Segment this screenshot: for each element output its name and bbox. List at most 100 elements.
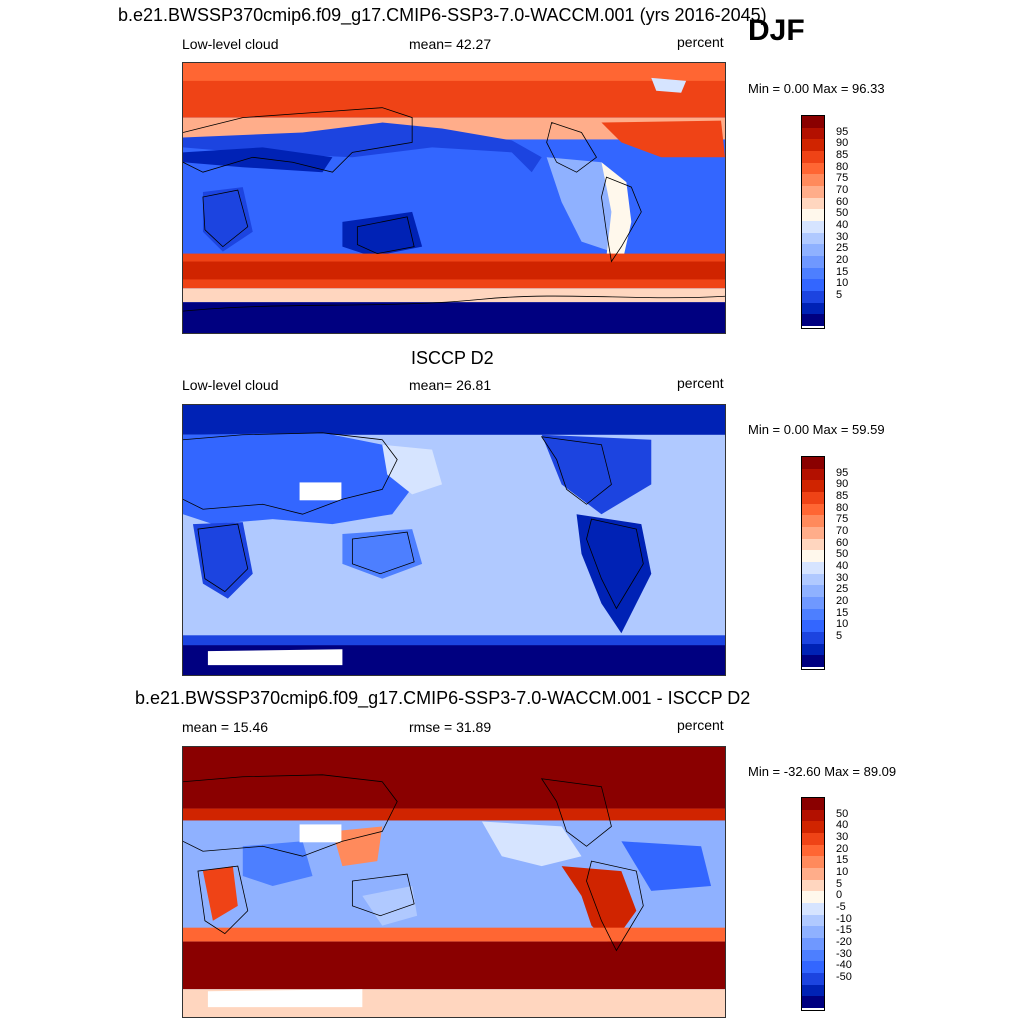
colorbar-tick-label: -50 — [836, 970, 852, 983]
colorbar-tick-label: -10 — [836, 912, 852, 925]
colorbar-tick-label: 85 — [836, 148, 849, 161]
colorbar-tick-label: 40 — [836, 559, 849, 572]
colorbar-tick-label: -5 — [836, 900, 846, 913]
colorbar-segment — [802, 527, 824, 540]
panel3-minmax-label: Min = -32.60 Max = 89.09 — [748, 764, 897, 779]
panel2-title: ISCCP D2 — [411, 348, 494, 368]
colorbar-segment — [802, 821, 824, 834]
colorbar-tick-label: 15 — [836, 265, 849, 278]
panel2-units-label: percent — [677, 375, 724, 391]
colorbar-segment — [802, 291, 824, 304]
colorbar-tick-label: 10 — [836, 618, 849, 631]
panel1-colorbar — [801, 115, 825, 329]
panel1-mean-label: mean= 42.27 — [409, 36, 492, 52]
colorbar-segment — [802, 256, 824, 269]
colorbar-segment — [802, 139, 824, 152]
panel2-minmax-label: Min = 0.00 Max = 59.59 — [748, 422, 885, 437]
colorbar-segment — [802, 844, 824, 857]
colorbar-tick-label: -20 — [836, 935, 852, 948]
colorbar-segment — [802, 221, 824, 234]
panel3-mean-label: mean = 15.46 — [182, 719, 269, 735]
colorbar-segment — [802, 573, 824, 586]
colorbar-segment — [802, 938, 824, 951]
colorbar-tick-label: 20 — [836, 594, 849, 607]
colorbar-segment — [802, 279, 824, 292]
colorbar-segment — [802, 868, 824, 881]
colorbar-tick-label: 75 — [836, 513, 849, 526]
colorbar-segment — [802, 926, 824, 939]
colorbar-tick-label: 95 — [836, 466, 849, 479]
colorbar-segment — [802, 127, 824, 140]
colorbar-tick-label: 15 — [836, 606, 849, 619]
colorbar-tick-label: 85 — [836, 489, 849, 502]
colorbar-tick-label: 70 — [836, 524, 849, 537]
colorbar-tick-label: 25 — [836, 583, 849, 596]
colorbar-segment — [802, 597, 824, 610]
panel2-colorbar — [801, 456, 825, 670]
colorbar-segment — [802, 457, 824, 470]
colorbar-segment — [802, 468, 824, 481]
colorbar-segment — [802, 515, 824, 528]
colorbar-segment — [802, 503, 824, 516]
colorbar-tick-label: 40 — [836, 218, 849, 231]
colorbar-segment — [802, 151, 824, 164]
colorbar-segment — [802, 984, 824, 997]
colorbar-segment — [802, 798, 824, 811]
colorbar-segment — [802, 116, 824, 129]
colorbar-segment — [802, 809, 824, 822]
colorbar-segment — [802, 903, 824, 916]
colorbar-tick-label: 75 — [836, 172, 849, 185]
colorbar-segment — [802, 879, 824, 892]
colorbar-segment — [802, 608, 824, 621]
colorbar-tick-label: 15 — [836, 854, 849, 867]
colorbar-tick-label: 30 — [836, 230, 849, 243]
colorbar-segment — [802, 174, 824, 187]
colorbar-tick-label: 5 — [836, 629, 843, 642]
colorbar-segment — [802, 949, 824, 962]
panel3-colorbar — [801, 797, 825, 1011]
colorbar-segment — [802, 314, 824, 327]
panel3-rmse-label: rmse = 31.89 — [409, 719, 492, 735]
colorbar-segment — [802, 585, 824, 598]
colorbar-segment — [802, 856, 824, 869]
colorbar-segment — [802, 302, 824, 315]
colorbar-tick-label: 90 — [836, 137, 849, 150]
season-label: DJF — [748, 14, 805, 47]
panel1-map — [182, 62, 726, 334]
panel1-minmax-label: Min = 0.00 Max = 96.33 — [748, 81, 885, 96]
colorbar-segment — [802, 232, 824, 245]
colorbar-tick-label: 25 — [836, 242, 849, 255]
panel2-mean-label: mean= 26.81 — [409, 377, 492, 393]
colorbar-tick-label: 60 — [836, 536, 849, 549]
panel3-title: b.e21.BWSSP370cmip6.f09_g17.CMIP6-SSP3-7… — [135, 688, 751, 708]
colorbar-tick-label: 30 — [836, 830, 849, 843]
colorbar-tick-label: 80 — [836, 501, 849, 514]
panel1-units-label: percent — [677, 34, 724, 50]
colorbar-segment — [802, 973, 824, 986]
panel3-map — [182, 746, 726, 1018]
colorbar-tick-label: 30 — [836, 571, 849, 584]
colorbar-segment — [802, 209, 824, 222]
colorbar-segment — [802, 162, 824, 175]
colorbar-tick-label: 50 — [836, 207, 849, 220]
colorbar-segment — [802, 244, 824, 257]
panel3-units-label: percent — [677, 717, 724, 733]
colorbar-segment — [802, 655, 824, 668]
colorbar-tick-label: 80 — [836, 160, 849, 173]
colorbar-tick-label: 70 — [836, 183, 849, 196]
colorbar-tick-label: 50 — [836, 807, 849, 820]
colorbar-segment — [802, 961, 824, 974]
panel2-map — [182, 404, 726, 676]
colorbar-segment — [802, 914, 824, 927]
colorbar-segment — [802, 480, 824, 493]
colorbar-segment — [802, 267, 824, 280]
panel1-title: b.e21.BWSSP370cmip6.f09_g17.CMIP6-SSP3-7… — [118, 5, 767, 25]
colorbar-tick-label: 5 — [836, 877, 843, 890]
colorbar-segment — [802, 562, 824, 575]
colorbar-tick-label: 0 — [836, 889, 843, 902]
colorbar-tick-label: 95 — [836, 125, 849, 138]
colorbar-segment — [802, 632, 824, 645]
colorbar-segment — [802, 620, 824, 633]
panel1-variable-label: Low-level cloud — [182, 36, 279, 52]
colorbar-segment — [802, 996, 824, 1009]
